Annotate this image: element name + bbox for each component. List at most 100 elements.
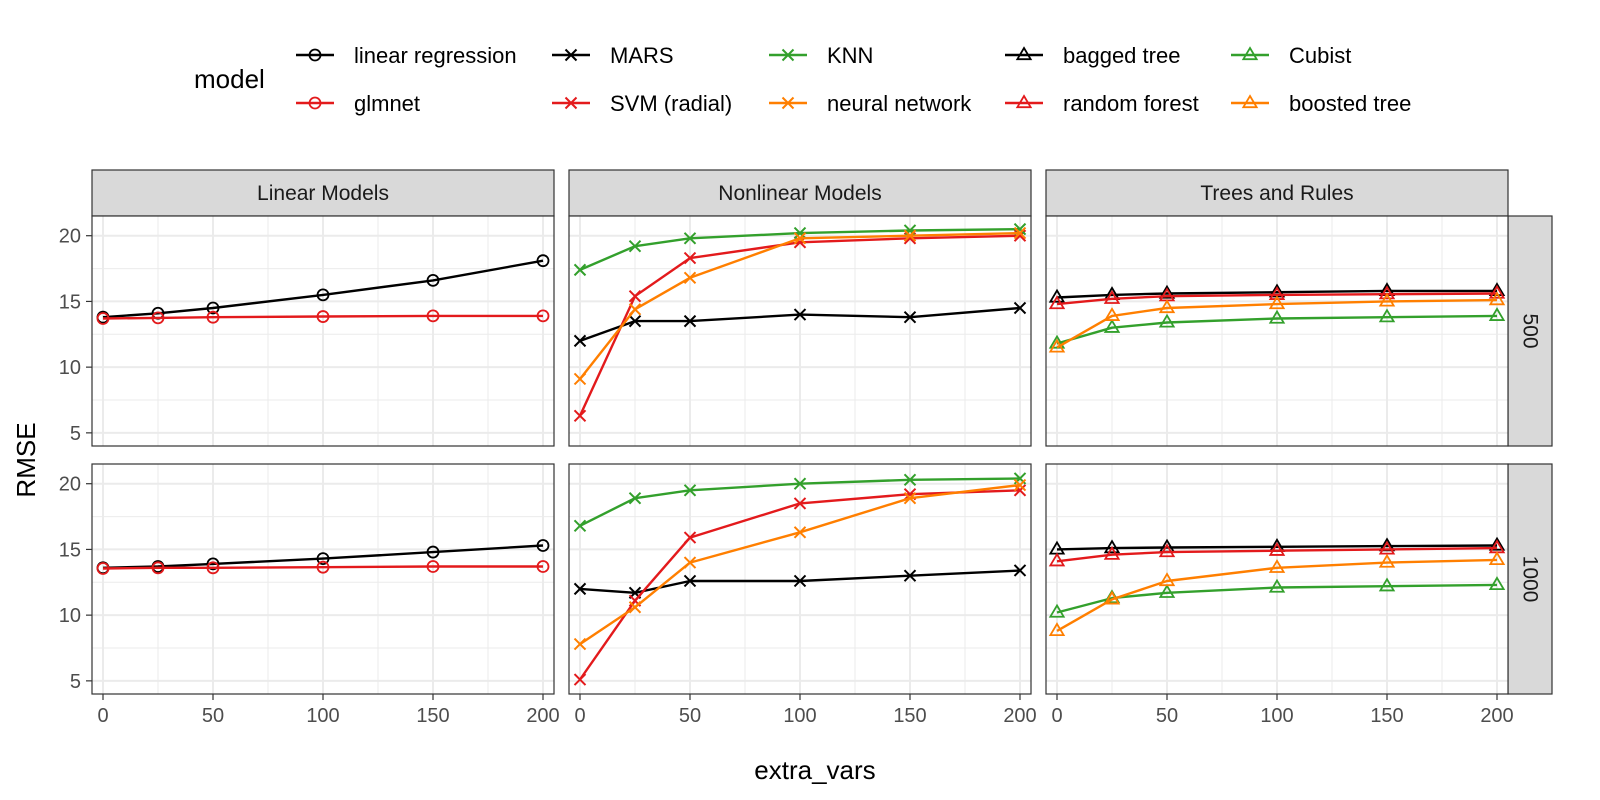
series-line xyxy=(1056,292,1498,306)
facet-row-strip-500 xyxy=(1507,215,1553,447)
data-point xyxy=(793,574,807,588)
data-point xyxy=(1378,553,1396,568)
data-point xyxy=(573,673,587,686)
legend-item-mars: MARS xyxy=(552,43,674,68)
data-point xyxy=(206,301,220,315)
data-point xyxy=(426,545,440,559)
data-point xyxy=(1158,572,1176,587)
y-tick-label: 10 xyxy=(59,605,81,627)
legend-label: Cubist xyxy=(1289,43,1351,68)
data-point xyxy=(1488,282,1506,297)
series-glmnet xyxy=(96,309,550,325)
series-line xyxy=(579,483,1021,646)
legend-item-cubist: Cubist xyxy=(1231,43,1351,68)
data-point xyxy=(1378,308,1396,323)
data-point xyxy=(1103,307,1121,321)
legend-label: random forest xyxy=(1063,91,1199,116)
series-line xyxy=(578,234,1021,417)
data-point xyxy=(316,560,330,574)
series-knn xyxy=(573,222,1027,277)
y-tick-label: 5 xyxy=(70,423,81,445)
series-line xyxy=(102,565,543,570)
data-point xyxy=(96,562,110,575)
legend-key-marker xyxy=(308,48,322,62)
data-point xyxy=(426,309,440,323)
series-random-forest xyxy=(1048,539,1506,567)
data-point xyxy=(1268,578,1286,593)
data-point xyxy=(1048,295,1066,310)
x-tick-label: 50 xyxy=(1156,705,1178,727)
data-point xyxy=(206,310,220,324)
data-point xyxy=(793,226,807,240)
panel-nonlinear-models-500 xyxy=(568,215,1032,447)
data-point xyxy=(628,491,642,505)
data-point xyxy=(903,473,917,486)
facet-row-label: 1000 xyxy=(1519,556,1542,603)
y-axis-title: RMSE xyxy=(11,422,41,497)
data-point xyxy=(151,311,165,325)
series-mars xyxy=(573,564,1027,600)
legend-label: glmnet xyxy=(354,91,420,116)
series-line xyxy=(102,314,543,320)
data-point xyxy=(1013,478,1027,492)
x-tick-label: 0 xyxy=(97,705,108,727)
data-point xyxy=(536,309,550,323)
data-point xyxy=(1488,291,1506,306)
data-point xyxy=(1103,318,1121,333)
series-knn xyxy=(573,472,1027,532)
axes: extra_vars RMSE xyxy=(11,422,876,785)
series-neural-network xyxy=(573,226,1027,386)
facet-strip-linear-models xyxy=(91,169,555,217)
x-tick-label: 200 xyxy=(526,705,559,727)
series-line xyxy=(579,306,1021,343)
facet-row-label: 500 xyxy=(1519,313,1542,348)
data-point xyxy=(151,561,165,575)
data-point xyxy=(1048,622,1066,637)
data-point xyxy=(573,372,587,386)
x-tick-label: 50 xyxy=(202,705,224,727)
x-tick-label: 100 xyxy=(306,705,339,727)
y-tick-label: 20 xyxy=(59,226,81,248)
data-point xyxy=(96,312,110,325)
x-tick-label: 150 xyxy=(416,705,449,727)
data-point xyxy=(573,582,587,596)
panel-trees-and-rules-1000: 0 50 100 150 200 xyxy=(1045,463,1514,727)
legend-item-boosted-tree: boosted tree xyxy=(1231,91,1411,116)
panel-linear-models-500: 5 10 15 20 xyxy=(59,215,555,447)
data-point xyxy=(1013,226,1027,240)
legend: model linear regression MARS KNN bagged tre… xyxy=(194,43,1411,116)
data-point xyxy=(1158,313,1176,328)
legend-item-glmnet: glmnet xyxy=(296,91,420,116)
data-point xyxy=(1158,299,1176,314)
legend-key-marker xyxy=(1015,46,1033,61)
facet-strip-label: Linear Models xyxy=(257,182,389,205)
panel-border xyxy=(91,215,555,447)
legend-label: boosted tree xyxy=(1289,91,1411,116)
facet-panels: Linear Models Nonlinear Models Trees and R… xyxy=(59,169,1553,727)
data-point xyxy=(628,240,642,253)
data-point xyxy=(573,519,587,532)
x-tick-label: 150 xyxy=(1370,705,1403,727)
series-line xyxy=(1056,558,1498,632)
x-tick-label: 150 xyxy=(893,705,926,727)
data-point xyxy=(1158,543,1176,558)
series-line xyxy=(1056,314,1498,345)
data-point xyxy=(1488,576,1506,591)
data-point xyxy=(683,484,697,497)
series-boosted-tree xyxy=(1048,291,1506,353)
data-point xyxy=(683,232,697,245)
data-point xyxy=(1268,286,1286,300)
panel-trees-and-rules-500 xyxy=(1045,215,1509,447)
data-point xyxy=(1013,301,1027,315)
series-line xyxy=(579,227,1021,272)
data-point xyxy=(628,314,642,328)
data-point xyxy=(573,334,587,348)
y-tick-label: 15 xyxy=(59,291,81,313)
data-point xyxy=(1268,559,1286,573)
x-tick-label: 0 xyxy=(574,705,585,727)
data-point xyxy=(1048,552,1066,567)
y-tick-label: 10 xyxy=(59,357,81,379)
panel-border xyxy=(568,215,1032,447)
data-point xyxy=(683,556,697,569)
legend-item-bagged-tree: bagged tree xyxy=(1005,43,1180,68)
